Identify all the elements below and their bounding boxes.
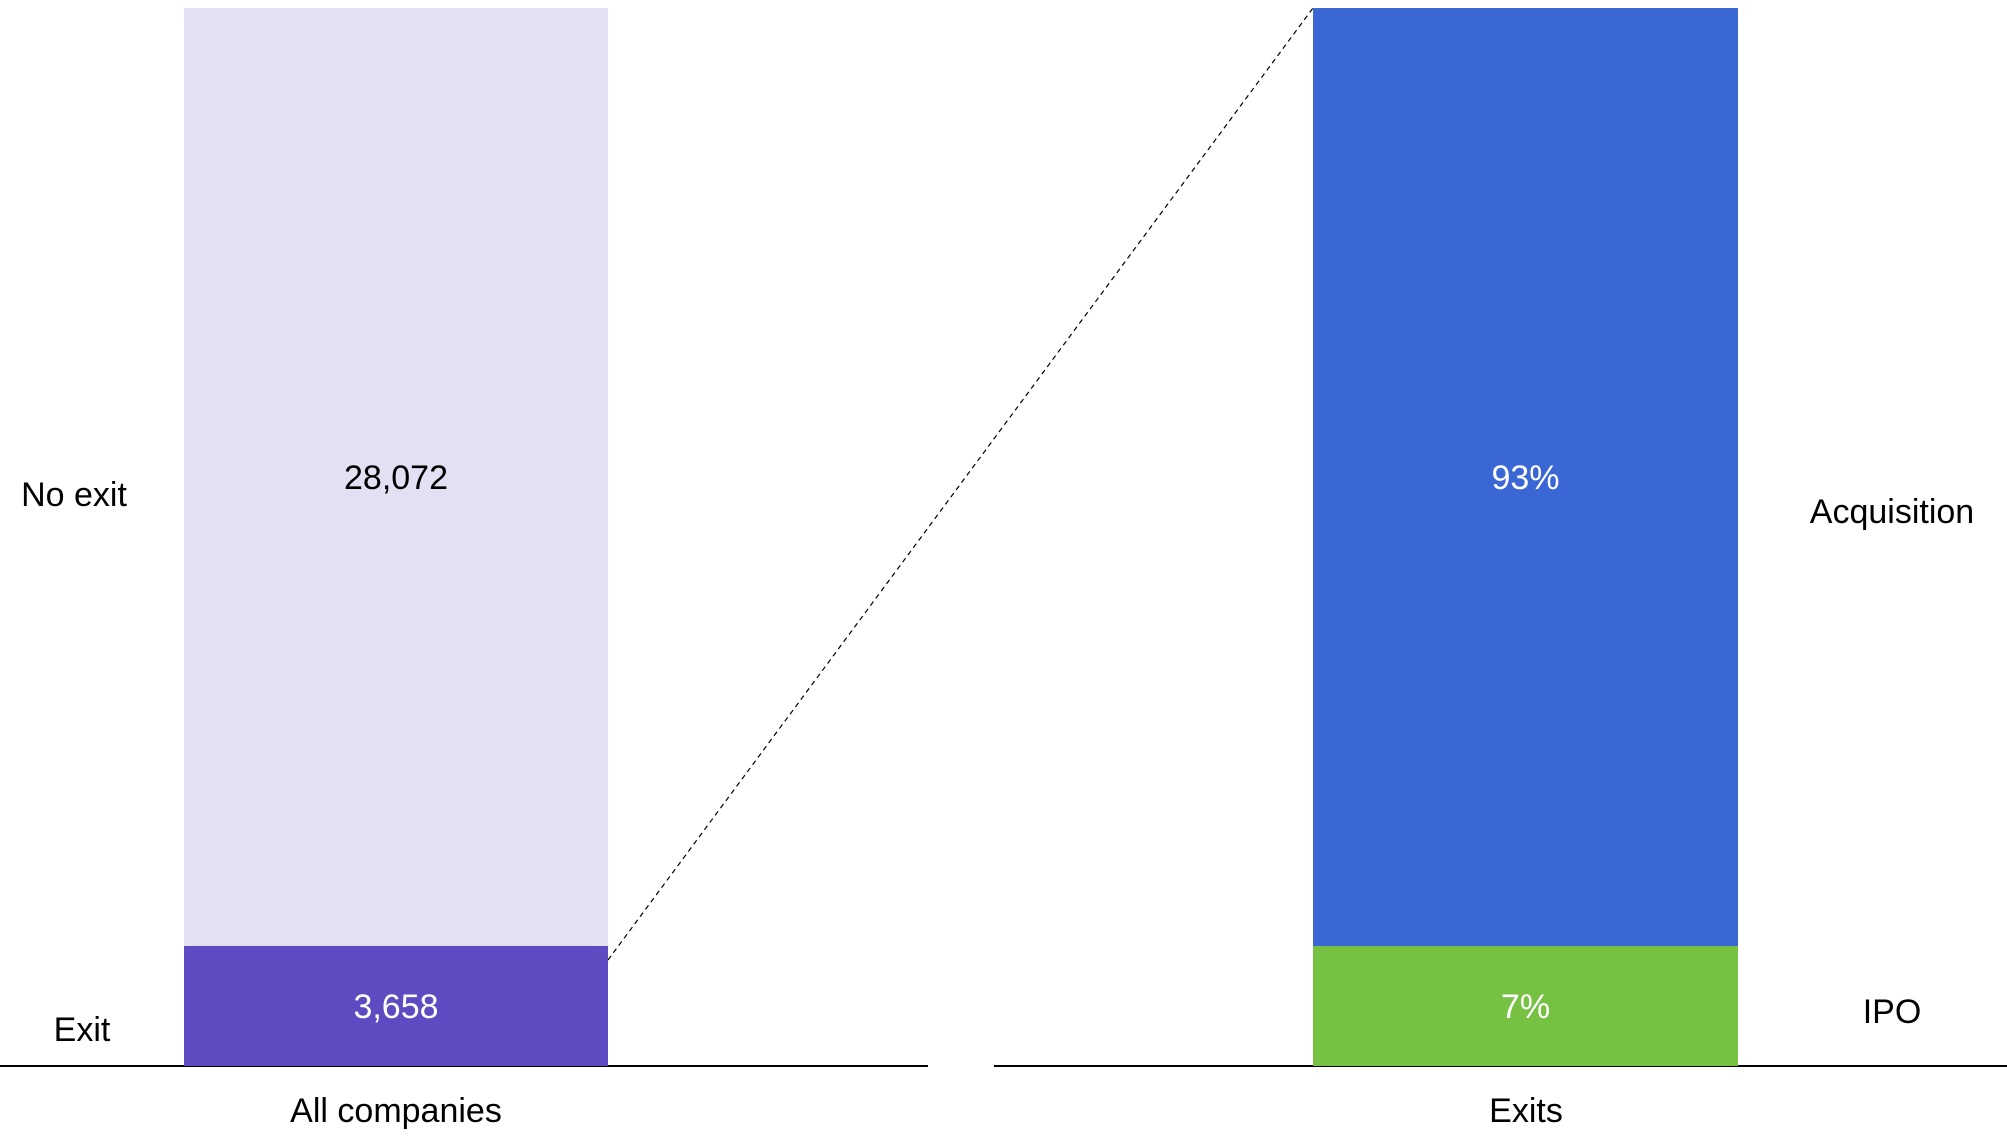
- bar-segment-exit: [184, 946, 608, 1066]
- data-label-ipo: 7%: [1501, 988, 1550, 1026]
- data-label-acquisition: 93%: [1491, 459, 1559, 497]
- bar-segment-acquisition: [1313, 8, 1738, 946]
- legend-label-exit: Exit: [54, 1011, 111, 1049]
- legend-label-no-exit: No exit: [21, 476, 127, 514]
- category-label-all-companies: All companies: [290, 1092, 502, 1130]
- bar-segment-ipo: [1313, 946, 1738, 1066]
- bar-segment-no-exit: [184, 8, 608, 946]
- data-label-exit: 3,658: [353, 988, 438, 1026]
- legend-label-ipo: IPO: [1863, 993, 1922, 1031]
- connector-line: [607, 7, 1314, 961]
- category-label-exits: Exits: [1489, 1092, 1563, 1130]
- legend-label-acquisition: Acquisition: [1810, 493, 1974, 531]
- data-label-no-exit: 28,072: [344, 459, 448, 497]
